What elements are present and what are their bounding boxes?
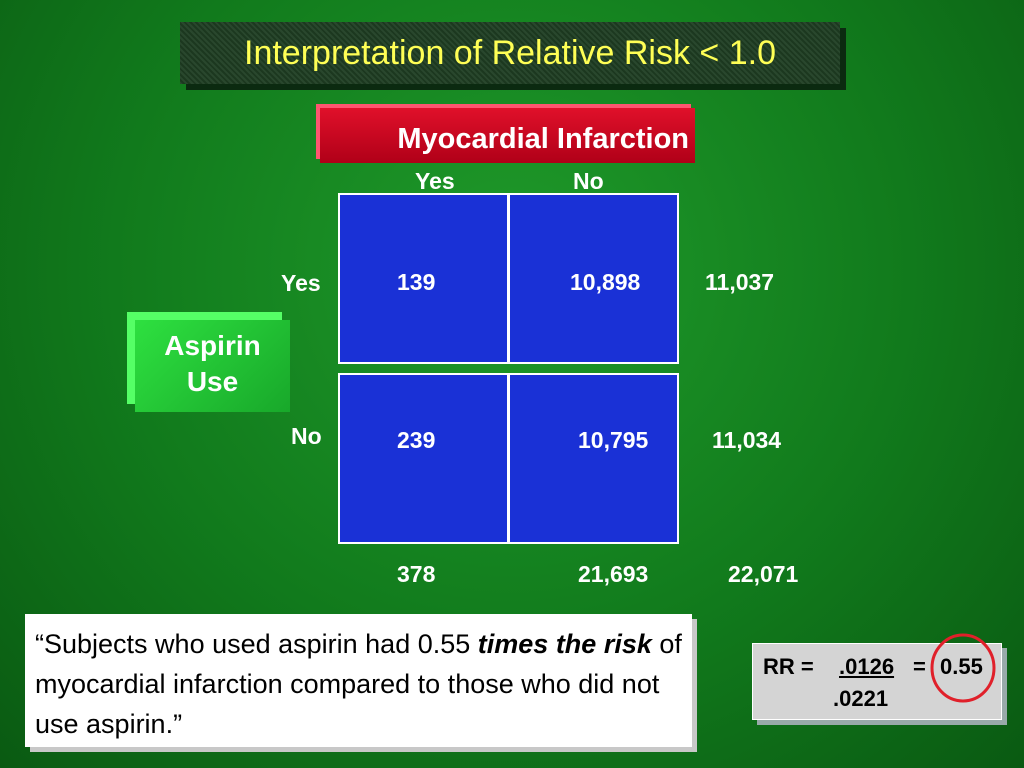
row-total: 11,037 bbox=[705, 269, 775, 295]
circle bbox=[930, 633, 996, 703]
row-header: Aspirin Use bbox=[135, 320, 290, 412]
table-cell bbox=[338, 193, 509, 364]
row-label: No bbox=[291, 423, 322, 449]
quote-text: of myocardial infarction compared to tho… bbox=[35, 629, 682, 739]
row-total: 11,034 bbox=[712, 427, 782, 453]
highlight-circle bbox=[930, 633, 996, 703]
cell-value: 10,795 bbox=[578, 427, 649, 453]
formula-result: 0.55 bbox=[940, 654, 983, 679]
cell-value: 139 bbox=[397, 269, 436, 295]
slide-title: Interpretation of Relative Risk < 1.0 bbox=[180, 22, 840, 84]
column-total: 378 bbox=[397, 561, 436, 587]
column-header: Myocardial Infarction bbox=[320, 108, 695, 163]
cell-value: 10,898 bbox=[570, 269, 641, 295]
formula-denominator: .0221 bbox=[833, 686, 889, 711]
formula-box: RR = .0126 = 0.55 .0221 bbox=[752, 643, 1002, 720]
grand-total: 22,071 bbox=[728, 561, 799, 587]
row-header-line: Aspirin bbox=[164, 330, 261, 361]
formula-label: RR = bbox=[763, 654, 814, 679]
quote-emphasis: times the risk bbox=[477, 629, 652, 659]
column-total: 21,693 bbox=[578, 561, 649, 587]
formula-equals: = bbox=[913, 654, 926, 679]
row-header-line: Use bbox=[186, 366, 239, 397]
column-label: No bbox=[573, 168, 604, 194]
quote-box: “Subjects who used aspirin had 0.55 time… bbox=[25, 614, 692, 747]
column-label: Yes bbox=[415, 168, 455, 194]
formula-numerator: .0126 bbox=[839, 654, 895, 679]
table-cell bbox=[508, 373, 679, 544]
quote-text: “Subjects who used aspirin had 0.55 bbox=[35, 629, 478, 659]
row-label: Yes bbox=[281, 270, 321, 296]
table-cell bbox=[508, 193, 679, 364]
cell-value: 239 bbox=[397, 427, 436, 453]
table-cell bbox=[338, 373, 509, 544]
